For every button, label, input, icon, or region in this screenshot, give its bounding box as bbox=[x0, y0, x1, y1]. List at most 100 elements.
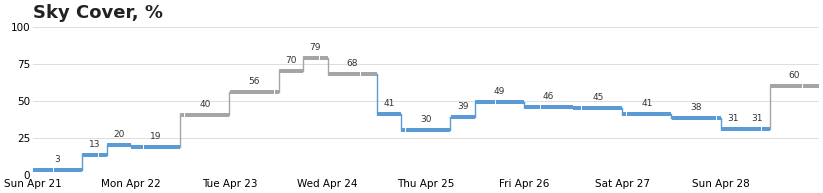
Point bbox=[643, 112, 656, 115]
Point bbox=[585, 107, 598, 110]
Point bbox=[90, 154, 103, 157]
Point bbox=[770, 84, 783, 87]
Point bbox=[311, 56, 324, 59]
Point bbox=[241, 90, 254, 93]
Point bbox=[500, 101, 513, 104]
Point bbox=[532, 105, 545, 108]
Point bbox=[737, 127, 750, 130]
Point bbox=[221, 114, 234, 117]
Point bbox=[295, 69, 308, 73]
Point bbox=[454, 115, 467, 119]
Point bbox=[156, 145, 169, 148]
Point bbox=[687, 117, 700, 120]
Point bbox=[135, 145, 148, 148]
Point bbox=[176, 114, 189, 117]
Point bbox=[348, 72, 361, 75]
Point bbox=[700, 117, 713, 120]
Point bbox=[102, 143, 115, 146]
Point bbox=[282, 69, 295, 73]
Point bbox=[790, 84, 803, 87]
Text: 68: 68 bbox=[346, 59, 358, 68]
Point bbox=[753, 127, 766, 130]
Text: 49: 49 bbox=[494, 87, 505, 96]
Point bbox=[565, 105, 578, 108]
Text: 41: 41 bbox=[641, 99, 653, 108]
Point bbox=[204, 114, 217, 117]
Point bbox=[806, 84, 819, 87]
Point bbox=[188, 114, 202, 117]
Point bbox=[802, 84, 816, 87]
Point bbox=[229, 90, 242, 93]
Point bbox=[728, 127, 742, 130]
Point bbox=[151, 145, 165, 148]
Point bbox=[253, 90, 267, 93]
Point bbox=[515, 101, 528, 104]
Point bbox=[794, 84, 807, 87]
Point bbox=[434, 129, 447, 132]
Point bbox=[380, 112, 393, 115]
Point bbox=[340, 72, 353, 75]
Point bbox=[360, 72, 373, 75]
Point bbox=[53, 169, 66, 172]
Point bbox=[225, 90, 238, 93]
Point bbox=[663, 112, 676, 115]
Point bbox=[77, 154, 91, 157]
Point bbox=[45, 169, 58, 172]
Text: 46: 46 bbox=[543, 92, 555, 101]
Point bbox=[749, 127, 762, 130]
Point bbox=[573, 107, 586, 110]
Point bbox=[593, 107, 607, 110]
Text: 3: 3 bbox=[54, 155, 60, 164]
Point bbox=[291, 69, 304, 73]
Point bbox=[49, 169, 62, 172]
Point bbox=[556, 105, 570, 108]
Point bbox=[376, 112, 389, 115]
Point bbox=[94, 154, 107, 157]
Point bbox=[164, 145, 177, 148]
Point bbox=[278, 69, 291, 73]
Point bbox=[679, 117, 692, 120]
Point bbox=[110, 143, 123, 146]
Point bbox=[712, 117, 725, 120]
Text: 60: 60 bbox=[788, 71, 800, 80]
Point bbox=[356, 72, 369, 75]
Point bbox=[41, 169, 54, 172]
Point bbox=[409, 129, 422, 132]
Point bbox=[344, 72, 357, 75]
Point bbox=[463, 115, 476, 119]
Point bbox=[683, 117, 696, 120]
Point bbox=[405, 129, 418, 132]
Point bbox=[495, 101, 509, 104]
Point bbox=[442, 129, 455, 132]
Text: 40: 40 bbox=[199, 101, 211, 109]
Point bbox=[528, 105, 541, 108]
Point bbox=[765, 84, 779, 87]
Point bbox=[106, 143, 119, 146]
Point bbox=[651, 112, 664, 115]
Point bbox=[639, 112, 652, 115]
Text: 45: 45 bbox=[592, 93, 603, 102]
Text: 31: 31 bbox=[728, 114, 738, 123]
Point bbox=[635, 112, 648, 115]
Point bbox=[184, 114, 198, 117]
Point bbox=[119, 143, 132, 146]
Point bbox=[614, 107, 627, 110]
Text: 38: 38 bbox=[690, 103, 702, 113]
Point bbox=[193, 114, 206, 117]
Text: 41: 41 bbox=[384, 99, 395, 108]
Text: 30: 30 bbox=[421, 115, 432, 124]
Point bbox=[741, 127, 754, 130]
Point bbox=[577, 107, 590, 110]
Point bbox=[724, 127, 737, 130]
Point bbox=[479, 101, 492, 104]
Point bbox=[425, 129, 439, 132]
Point bbox=[351, 72, 365, 75]
Point bbox=[393, 112, 406, 115]
Point bbox=[364, 72, 377, 75]
Point bbox=[708, 117, 721, 120]
Point bbox=[511, 101, 524, 104]
Point bbox=[622, 112, 635, 115]
Point bbox=[37, 169, 50, 172]
Point bbox=[421, 129, 435, 132]
Point bbox=[249, 90, 263, 93]
